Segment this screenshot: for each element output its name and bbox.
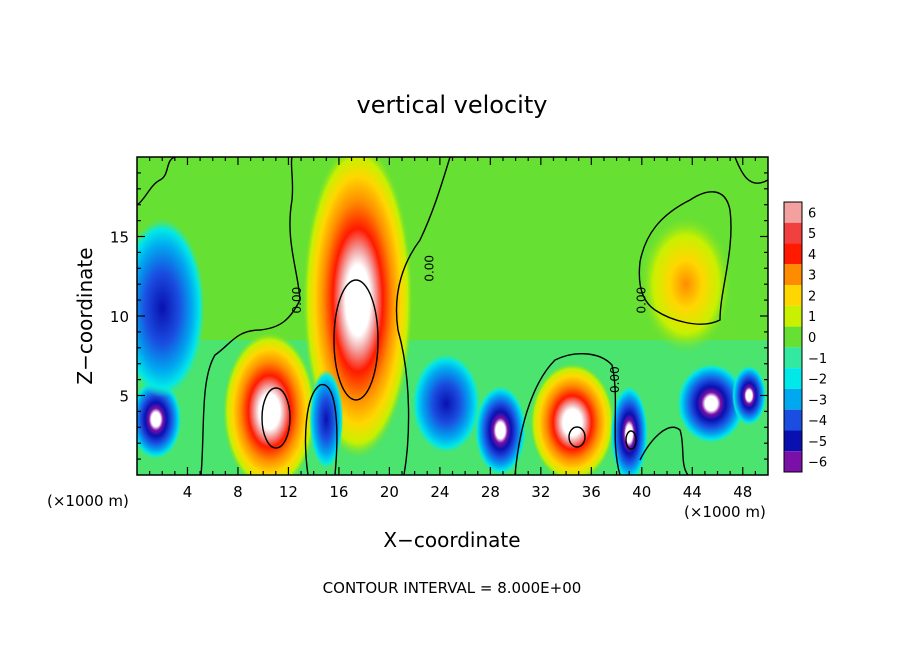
- x-tick-label: 36: [582, 483, 601, 501]
- colorbar-swatch: [784, 264, 802, 286]
- x-unit-label-right: (×1000 m): [684, 503, 766, 521]
- field-feature: [529, 362, 615, 475]
- zero-contours: [137, 157, 768, 475]
- colorbar-frame: [783, 201, 803, 473]
- x-axis-label: X−coordinate: [383, 528, 520, 552]
- colorbar-label: 3: [808, 269, 816, 284]
- y-axis-label: Z−coordinate: [73, 247, 97, 384]
- field-feature: [412, 353, 481, 454]
- colorbar-label: 1: [808, 310, 816, 325]
- contour-label: 0.00: [608, 366, 622, 393]
- inner-contour: [568, 426, 586, 448]
- x-tick-label: 16: [329, 483, 348, 501]
- y-tick-label: 10: [110, 308, 129, 326]
- contour-label: 0.00: [290, 287, 304, 314]
- plot-area: 0.00 0.00 0.00 0.00: [137, 157, 768, 475]
- contour-labels: 0.00 0.00 0.00 0.00: [290, 255, 649, 393]
- colorbar-label: 5: [808, 227, 816, 242]
- zero-contour-line: [734, 157, 768, 184]
- y-tick-label: 15: [110, 229, 129, 247]
- x-axis-ticks: 4 8 12 16 20 24 28 32 36 40 44 48: [149, 157, 756, 501]
- contour-label: 0.00: [423, 255, 437, 282]
- x-tick-label: 24: [430, 483, 449, 501]
- colorbar-label: −2: [808, 373, 827, 388]
- x-tick-label: 32: [531, 483, 550, 501]
- inner-contour: [333, 279, 379, 401]
- x-tick-label: 48: [733, 483, 752, 501]
- zero-contour-line: [638, 191, 732, 325]
- field-feature: [732, 365, 767, 426]
- x-tick-label: 28: [481, 483, 500, 501]
- x-tick-label: 20: [380, 483, 399, 501]
- colorbar-label: 2: [808, 289, 816, 304]
- field-feature: [222, 331, 317, 475]
- chart-title: vertical velocity: [357, 91, 548, 119]
- colorbar-swatch: [784, 409, 802, 431]
- colorbar-swatch: [784, 368, 802, 389]
- colorbar-swatch: [784, 285, 802, 306]
- field-feature: [610, 385, 648, 475]
- colorbar-label: −1: [808, 352, 827, 367]
- colorbar-label: −6: [808, 456, 827, 471]
- colorbar-label: −4: [808, 414, 827, 429]
- colorbar-label: 0: [808, 331, 816, 346]
- field-feature: [137, 218, 205, 398]
- colorbar-label: 4: [808, 248, 816, 263]
- x-unit-label-left: (×1000 m): [47, 492, 129, 510]
- inner-contour: [625, 430, 637, 450]
- x-tick-label: 8: [233, 483, 243, 501]
- zero-contour-line: [137, 157, 176, 206]
- colorbar-swatch: [784, 222, 802, 244]
- zero-contour-line: [304, 384, 338, 475]
- colorbar-swatch: [784, 305, 802, 327]
- field-feature: [474, 385, 527, 475]
- x-tick-label: 40: [632, 483, 651, 501]
- x-tick-label: 4: [183, 483, 193, 501]
- colorbar-swatch: [784, 430, 802, 452]
- zero-contour-line: [639, 426, 689, 475]
- y-tick-label: 5: [119, 388, 129, 406]
- colorbar-label: −5: [808, 435, 827, 450]
- colorbar-swatch: [784, 326, 802, 348]
- colorbar-swatch: [784, 388, 802, 410]
- field-feature: [137, 379, 182, 460]
- x-tick-label: 12: [279, 483, 298, 501]
- colorbar: 6 5 4 3 2 1 0 −1 −2 −3 −4 −5 −6: [783, 201, 827, 473]
- field-feature: [309, 369, 344, 470]
- inner-contour: [261, 387, 291, 449]
- colorbar-swatch: [784, 243, 802, 265]
- y-axis-ticks: 5 10 15: [110, 172, 768, 460]
- colorbar-swatch: [784, 202, 802, 223]
- zero-contour-line: [514, 352, 621, 475]
- colorbar-swatch: [784, 451, 802, 472]
- contour-label: 0.00: [635, 287, 649, 314]
- contour-interval-note: CONTOUR INTERVAL = 8.000E+00: [323, 579, 582, 597]
- field-feature: [639, 214, 733, 354]
- x-tick-label: 44: [683, 483, 702, 501]
- field-feature: [677, 363, 746, 444]
- field-features: [137, 157, 767, 475]
- zero-contour-line: [200, 157, 301, 475]
- colorbar-label: 6: [808, 206, 816, 221]
- colorbar-label: −3: [808, 393, 827, 408]
- colorbar-swatch: [784, 347, 802, 369]
- zero-contour-line: [395, 157, 451, 475]
